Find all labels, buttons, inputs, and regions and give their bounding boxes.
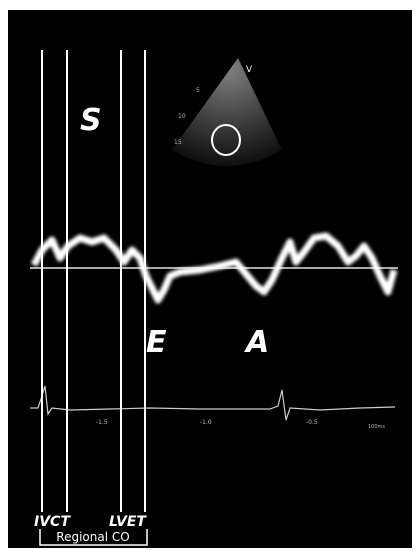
wave-label: A	[244, 325, 269, 360]
panel	[8, 10, 412, 548]
wave-label: S	[80, 103, 102, 138]
apex-label: V	[246, 65, 253, 75]
interval-label: IVCT	[34, 514, 71, 530]
depth-label: 10	[178, 113, 186, 120]
ecg-scale-label: -1.5	[96, 419, 108, 426]
ecg-scale-label: -0.5	[306, 419, 318, 426]
figure: V 5 10 15 -1.5 -1.0 -0.5 100ms S E A IVC…	[0, 0, 420, 550]
ecg-scale-label: -1.0	[200, 419, 212, 426]
depth-label: 15	[174, 139, 182, 146]
bracket-label: Regional CO	[56, 530, 129, 544]
interval-label: LVET	[109, 514, 147, 530]
wave-label: E	[146, 325, 167, 360]
ecg-scale-label: 100ms	[368, 424, 385, 430]
depth-label: 5	[196, 87, 200, 94]
